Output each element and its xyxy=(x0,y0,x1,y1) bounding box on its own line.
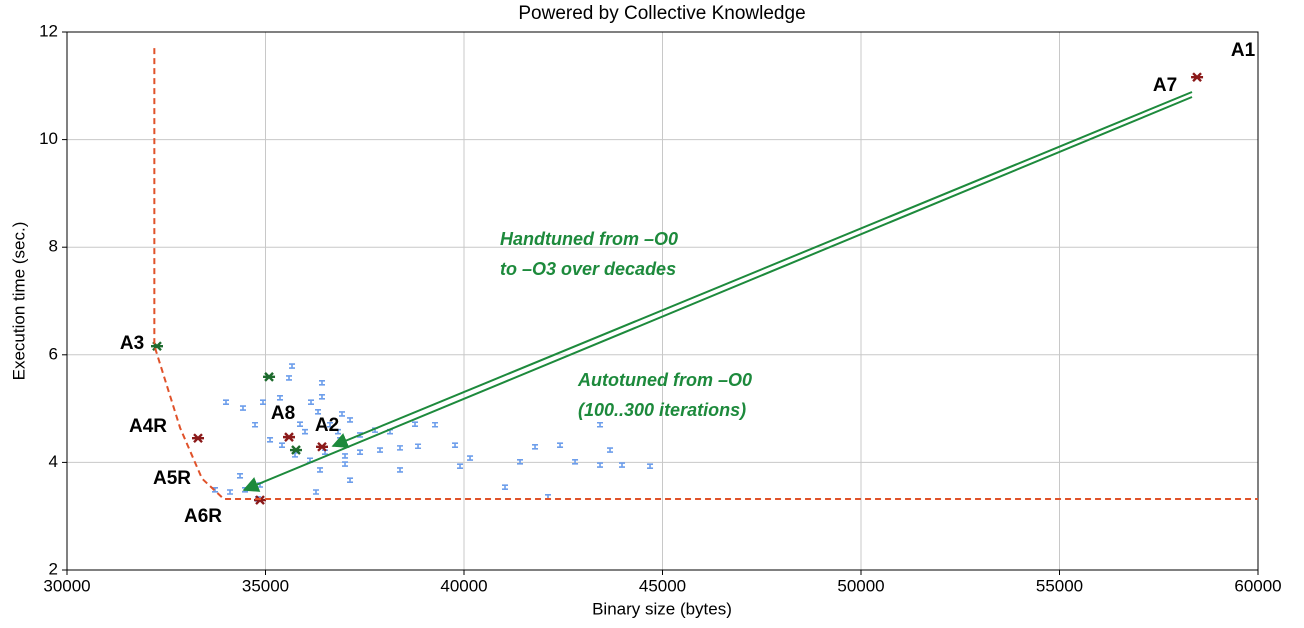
arrow xyxy=(242,96,1193,492)
point xyxy=(252,421,259,428)
y-tick-label: 10 xyxy=(39,129,58,148)
annotation-note: Autotuned from –O0 xyxy=(577,370,752,390)
annotation: A2 xyxy=(315,415,339,436)
point xyxy=(227,489,234,495)
point xyxy=(619,462,626,468)
point xyxy=(357,449,364,455)
annotation: A1 xyxy=(1231,40,1256,61)
point xyxy=(397,467,404,473)
point xyxy=(467,455,474,461)
point xyxy=(457,463,464,469)
point xyxy=(342,461,349,467)
point xyxy=(397,445,404,451)
point xyxy=(283,432,296,442)
point xyxy=(151,341,163,352)
point xyxy=(239,405,246,411)
annotation: A6R xyxy=(184,506,222,527)
annotation-note: to –O3 over decades xyxy=(500,259,676,279)
y-tick-label: 6 xyxy=(49,344,58,363)
point xyxy=(289,445,302,455)
x-tick-label: 60000 xyxy=(1234,576,1281,595)
point xyxy=(276,395,283,401)
point xyxy=(327,421,334,428)
point xyxy=(1191,72,1204,83)
point xyxy=(415,443,422,450)
annotation: A5R xyxy=(153,468,191,489)
point xyxy=(339,411,346,417)
point xyxy=(286,375,293,381)
point xyxy=(315,441,328,452)
point xyxy=(263,372,276,382)
point xyxy=(254,495,267,505)
point xyxy=(597,462,604,468)
y-tick-label: 8 xyxy=(49,237,58,256)
y-axis-label: Execution time (sec.) xyxy=(9,222,28,381)
point xyxy=(237,473,244,479)
point xyxy=(517,459,524,465)
chart-title: Powered by Collective Knowledge xyxy=(518,3,805,24)
annotation: A8 xyxy=(271,403,295,424)
point xyxy=(267,437,274,443)
point xyxy=(607,447,614,453)
point xyxy=(647,463,654,469)
x-tick-label: 45000 xyxy=(639,576,686,595)
point xyxy=(376,447,383,453)
plot-frame xyxy=(66,31,1259,571)
point xyxy=(312,489,319,495)
point xyxy=(532,443,539,450)
point xyxy=(307,399,314,405)
annotation: A3 xyxy=(120,333,144,354)
point xyxy=(315,409,322,415)
point xyxy=(192,433,205,444)
point xyxy=(342,453,349,459)
point xyxy=(296,421,303,428)
y-tick-label: 4 xyxy=(49,452,58,471)
point xyxy=(347,417,354,423)
x-tick-label: 50000 xyxy=(837,576,884,595)
arrow xyxy=(331,91,1193,448)
x-tick-label: 55000 xyxy=(1036,576,1083,595)
point xyxy=(279,442,286,448)
point xyxy=(289,363,296,369)
point xyxy=(317,467,324,473)
frontier-line xyxy=(153,48,1258,500)
point xyxy=(557,442,564,448)
annotation-note: Handtuned from –O0 xyxy=(500,229,678,249)
point xyxy=(502,484,509,490)
point xyxy=(318,393,325,400)
annotation-note: (100..300 iterations) xyxy=(578,400,746,420)
y-tick-label: 2 xyxy=(49,559,58,578)
point xyxy=(222,399,229,405)
point xyxy=(432,421,439,428)
x-tick-label: 30000 xyxy=(43,576,90,595)
x-axis-label: Binary size (bytes) xyxy=(592,599,732,618)
point xyxy=(452,442,459,448)
x-tick-label: 40000 xyxy=(440,576,487,595)
point xyxy=(412,421,419,428)
point xyxy=(302,428,309,435)
point xyxy=(572,459,579,465)
annotation: A4R xyxy=(129,416,167,437)
x-tick-label: 35000 xyxy=(242,576,289,595)
annotation: A7 xyxy=(1153,75,1177,96)
y-tick-label: 12 xyxy=(39,21,58,40)
point xyxy=(347,477,354,483)
point xyxy=(597,421,604,428)
point xyxy=(259,399,266,405)
point xyxy=(318,379,325,386)
